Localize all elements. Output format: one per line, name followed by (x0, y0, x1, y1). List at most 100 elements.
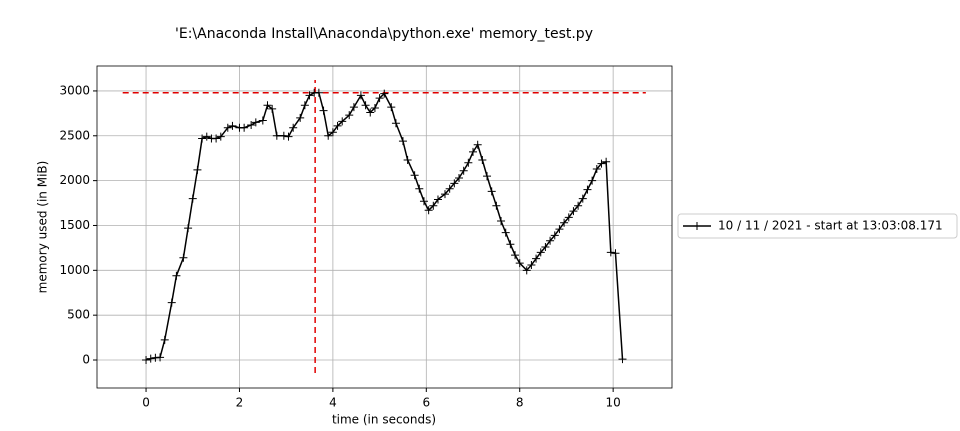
marker (333, 121, 342, 130)
marker (541, 243, 550, 252)
marker (560, 218, 569, 227)
y-tick-label: 1000 (59, 263, 90, 277)
legend-label: 10 / 11 / 2021 - start at 13:03:08.171 (718, 219, 943, 233)
marker (345, 111, 354, 120)
y-tick-label: 3000 (59, 83, 90, 97)
marker (555, 225, 564, 234)
marker (289, 123, 298, 132)
marker (515, 259, 524, 268)
marker (492, 201, 501, 210)
marker (247, 121, 256, 130)
marker (473, 140, 482, 149)
marker (193, 165, 202, 174)
marker (338, 117, 347, 126)
marker (497, 216, 506, 225)
marker (361, 101, 370, 110)
marker (429, 201, 438, 210)
x-tick-label: 0 (142, 396, 150, 410)
marker (550, 231, 559, 240)
y-tick-label: 500 (67, 308, 90, 322)
x-tick-label: 10 (606, 396, 621, 410)
marker (450, 179, 459, 188)
marker (469, 147, 478, 156)
marker (172, 271, 181, 280)
marker (611, 249, 620, 258)
x-tick-label: 2 (236, 396, 244, 410)
marker (464, 158, 473, 167)
marker (375, 94, 384, 103)
marker (410, 171, 419, 180)
series-line (145, 91, 624, 361)
marker (424, 206, 433, 215)
legend-box (677, 213, 958, 239)
y-axis-label: memory used (in MiB) (36, 161, 50, 294)
marker (419, 197, 428, 206)
marker (366, 108, 375, 117)
marker (440, 190, 449, 199)
marker (478, 155, 487, 164)
marker (314, 88, 323, 97)
marker (415, 184, 424, 193)
marker (569, 207, 578, 216)
marker (564, 213, 573, 222)
marker (284, 132, 293, 141)
axes-frame (96, 65, 673, 389)
marker (216, 132, 225, 141)
marker (501, 228, 510, 237)
marker (455, 173, 464, 182)
marker (606, 248, 615, 257)
marker (240, 123, 249, 132)
marker (258, 116, 267, 125)
marker (223, 123, 232, 132)
marker (146, 354, 155, 363)
marker (202, 132, 211, 141)
marker (506, 240, 515, 249)
marker (380, 89, 389, 98)
marker (527, 260, 536, 269)
chart-title: 'E:\Anaconda Install\Anaconda\python.exe… (175, 26, 593, 42)
marker (272, 131, 281, 140)
marker (279, 131, 288, 140)
marker (403, 155, 412, 164)
marker (592, 164, 601, 173)
marker (184, 224, 193, 233)
marker (536, 248, 545, 257)
marker (305, 91, 314, 100)
marker (487, 187, 496, 196)
marker (532, 254, 541, 263)
marker (578, 194, 587, 203)
marker (212, 134, 221, 143)
marker (583, 185, 592, 194)
marker (319, 106, 328, 115)
marker (198, 134, 207, 143)
marker (167, 298, 176, 307)
marker (370, 103, 379, 112)
marker (228, 121, 237, 130)
marker (522, 266, 531, 275)
marker (300, 101, 309, 110)
marker (268, 104, 277, 113)
marker (433, 195, 442, 204)
marker (296, 113, 305, 122)
marker (445, 184, 454, 193)
marker (511, 251, 520, 260)
legend: 10 / 11 / 2021 - start at 13:03:08.171 (677, 213, 958, 239)
marker (597, 159, 606, 168)
marker (142, 356, 151, 365)
marker (459, 166, 468, 175)
y-tick-label: 2000 (59, 173, 90, 187)
marker (356, 91, 365, 100)
marker (398, 137, 407, 146)
marker (160, 335, 169, 344)
marker (179, 253, 188, 262)
marker (349, 103, 358, 112)
x-tick-label: 8 (516, 396, 524, 410)
x-tick-label: 4 (329, 396, 337, 410)
marker (588, 176, 597, 185)
marker (251, 118, 260, 127)
y-tick-label: 1500 (59, 218, 90, 232)
marker (156, 353, 165, 362)
x-tick-label: 6 (422, 396, 430, 410)
marker (387, 103, 396, 112)
